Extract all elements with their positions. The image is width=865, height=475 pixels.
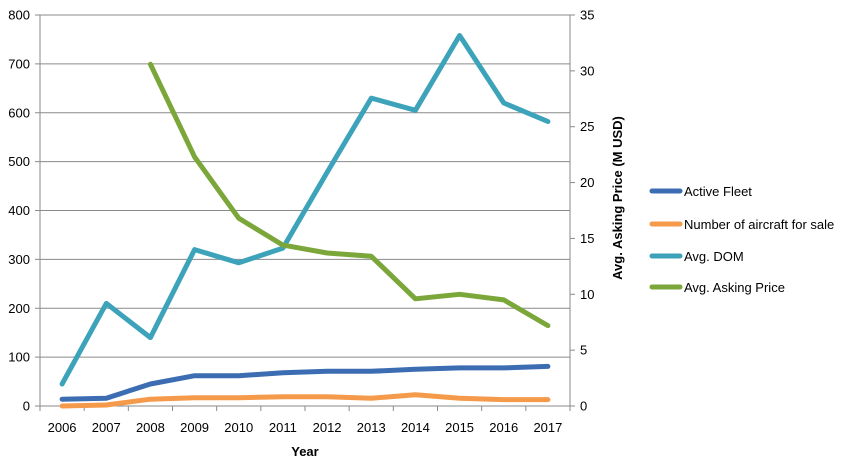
- y2-tick-label: 10: [580, 287, 594, 302]
- x-tick-label: 2013: [357, 420, 386, 435]
- legend-label: Number of aircraft for sale: [684, 217, 834, 232]
- x-tick-label: 2008: [136, 420, 165, 435]
- series-line-3: [147, 61, 551, 329]
- x-axis-ticks: 2006 2007 2008 2009 2010 2011 2012 2013 2014 2015…: [39, 406, 571, 435]
- y-tick-label: 500: [8, 154, 30, 169]
- y2-tick-label: 30: [580, 63, 594, 78]
- y-tick-label: 600: [8, 105, 30, 120]
- y-tick-label: 200: [8, 301, 30, 316]
- x-tick-label: 2016: [489, 420, 518, 435]
- legend-label: Avg. DOM: [684, 249, 744, 264]
- y-axis-ticks: 0 100 200 300 400 500 600 700 800: [8, 8, 40, 414]
- y2-tick-label: 15: [580, 231, 594, 246]
- x-tick-label: 2006: [48, 420, 77, 435]
- y-tick-label: 300: [8, 252, 30, 267]
- x-tick-label: 2017: [533, 420, 562, 435]
- series-lines: [59, 33, 551, 409]
- y2-tick-label: 0: [580, 399, 587, 414]
- x-tick-label: 2007: [92, 420, 121, 435]
- series-line-2: [59, 33, 551, 387]
- legend-label: Avg. Asking Price: [684, 280, 785, 295]
- series-line-0: [59, 363, 551, 402]
- y2-tick-label: 5: [580, 343, 587, 358]
- y2-tick-label: 20: [580, 175, 594, 190]
- y2-axis-title: Avg. Asking Price (M USD): [610, 116, 625, 280]
- x-axis-title: Year: [291, 444, 318, 459]
- x-tick-label: 2009: [180, 420, 209, 435]
- y2-tick-label: 25: [580, 119, 594, 134]
- series-line-1: [59, 392, 551, 409]
- x-tick-label: 2010: [224, 420, 253, 435]
- y2-tick-label: 35: [580, 8, 594, 23]
- y-tick-label: 100: [8, 350, 30, 365]
- x-tick-label: 2014: [401, 420, 430, 435]
- legend-label: Active Fleet: [684, 184, 752, 199]
- x-tick-label: 2015: [445, 420, 474, 435]
- y-tick-label: 700: [8, 56, 30, 71]
- y-tick-label: 0: [23, 399, 30, 414]
- x-tick-label: 2011: [269, 420, 297, 435]
- x-tick-label: 2012: [313, 420, 342, 435]
- y2-axis-ticks: 0 5 10 15 20 25 30 35: [570, 8, 594, 414]
- legend: Active Fleet Number of aircraft for sale A…: [649, 184, 834, 295]
- y-tick-label: 400: [8, 203, 30, 218]
- y-tick-label: 800: [8, 8, 30, 23]
